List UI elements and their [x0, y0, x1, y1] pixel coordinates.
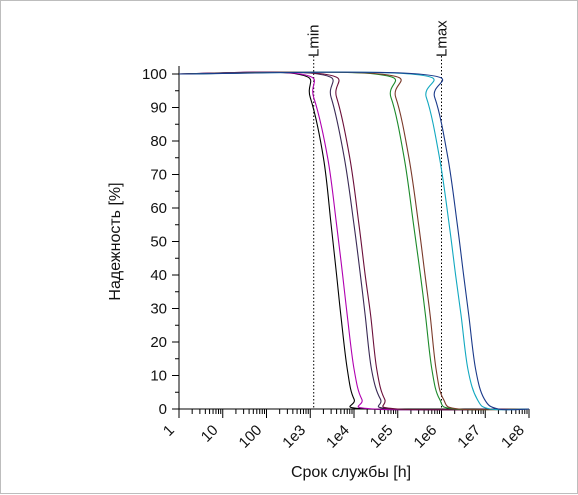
marker-label-lmin: Lmin: [306, 24, 323, 57]
y-tick-label: 20: [150, 334, 167, 351]
y-tick-label: 30: [150, 301, 167, 318]
y-tick-label: 100: [142, 66, 167, 83]
series-line-1: [178, 71, 530, 411]
x-tick-label: 1e5: [367, 422, 397, 452]
series-line-3: [178, 71, 530, 411]
x-axis-title: Срок службы [h]: [291, 464, 411, 481]
series-line-4: [178, 71, 530, 411]
series-line-6: [178, 71, 530, 411]
series-line-5: [178, 71, 530, 411]
x-tick-label: 100: [236, 422, 266, 452]
y-tick-label: 10: [150, 368, 167, 385]
y-tick-label: 60: [150, 200, 167, 217]
series-line-2: [178, 71, 530, 411]
x-tick-label: 1e4: [323, 422, 353, 452]
x-tick-label: 1e6: [411, 422, 441, 452]
x-tick-label: 1e8: [498, 422, 528, 452]
series-line-7: [178, 71, 530, 411]
y-tick-label: 40: [150, 267, 167, 284]
y-axis-title: Надежность [%]: [107, 182, 124, 300]
x-tick-label: 1e3: [279, 422, 309, 452]
series-line-8: [178, 71, 530, 411]
x-tick-label: 10: [198, 422, 222, 446]
y-tick-label: 50: [150, 234, 167, 251]
x-tick-label: 1: [160, 422, 178, 440]
y-tick-label: 80: [150, 133, 167, 150]
y-tick-label: 70: [150, 167, 167, 184]
x-tick-label: 1e7: [454, 422, 484, 452]
marker-label-lmax: Lmax: [434, 20, 451, 57]
y-tick-label: 90: [150, 100, 167, 117]
y-tick-label: 0: [159, 401, 167, 418]
